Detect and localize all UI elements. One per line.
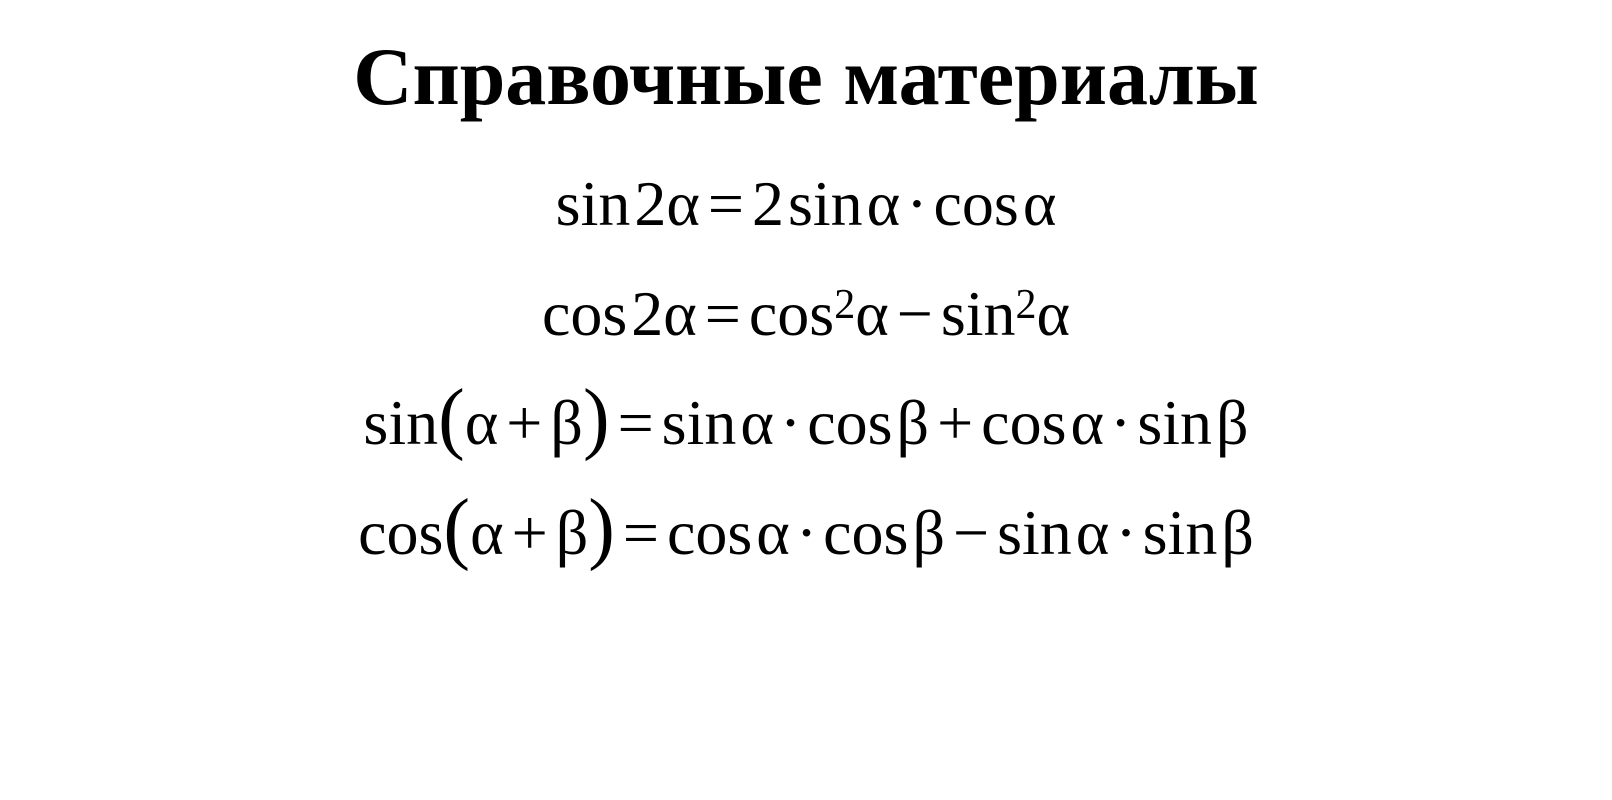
fn-sin: sin <box>941 269 1016 359</box>
mult-dot: · <box>1115 488 1136 578</box>
formula-sin-sum: sin(α+β) = sinα · cosβ + cosα · sinβ <box>363 378 1248 468</box>
arg-alpha: α <box>1076 488 1110 578</box>
fn-sin: sin <box>997 488 1072 578</box>
formula-cos-double-angle: cos2α = cos2α − sin2α <box>542 269 1070 359</box>
fn-cos: cos <box>542 269 627 359</box>
formula-sin-double-angle: sin2α = 2sinα · cosα <box>556 159 1057 249</box>
mult-dot: · <box>780 378 801 468</box>
page-title: Справочные материалы <box>353 30 1259 124</box>
arg-beta: β <box>550 378 583 468</box>
arg-alpha: α <box>465 378 499 468</box>
fn-cos: cos <box>807 378 892 468</box>
fn-sin: sin <box>1137 378 1212 468</box>
minus-sign: − <box>953 488 989 578</box>
superscript-2: 2 <box>1016 276 1037 335</box>
arg-beta: β <box>912 488 945 578</box>
minus-sign: − <box>897 269 933 359</box>
arg-alpha: α <box>756 488 790 578</box>
eq-sign: = <box>708 159 744 249</box>
arg-alpha: α <box>470 488 504 578</box>
fn-sin: sin <box>662 378 737 468</box>
arg-alpha: α <box>1037 269 1071 359</box>
eq-sign: = <box>705 269 741 359</box>
formula-cos-sum: cos(α+β) = cosα · cosβ − sinα · sinβ <box>358 488 1254 578</box>
fn-cos: cos <box>749 269 834 359</box>
fn-cos: cos <box>823 488 908 578</box>
arg-beta: β <box>1221 488 1254 578</box>
fn-cos: cos <box>981 378 1066 468</box>
fn-sin: sin <box>788 159 863 249</box>
fn-cos: cos <box>934 159 1019 249</box>
mult-dot: · <box>796 488 817 578</box>
fn-sin: sin <box>556 159 631 249</box>
fn-cos: cos <box>358 488 443 578</box>
arg-alpha: α <box>740 378 774 468</box>
fn-sin: sin <box>363 378 438 468</box>
coef-2: 2 <box>752 159 784 249</box>
arg-beta: β <box>897 378 930 468</box>
plus-sign: + <box>937 378 973 468</box>
mult-dot: · <box>1110 378 1131 468</box>
formula-list: sin2α = 2sinα · cosα cos2α = cos2α − sin… <box>358 159 1254 577</box>
arg-beta: β <box>556 488 589 578</box>
arg-beta: β <box>1216 378 1249 468</box>
arg-alpha: α <box>1023 159 1057 249</box>
mult-dot: · <box>906 159 927 249</box>
fn-sin: sin <box>1143 488 1218 578</box>
plus-sign: + <box>506 378 542 468</box>
plus-sign: + <box>512 488 548 578</box>
arg-alpha: α <box>1070 378 1104 468</box>
arg-alpha: α <box>867 159 901 249</box>
arg-2alpha: 2α <box>634 159 700 249</box>
fn-cos: cos <box>667 488 752 578</box>
eq-sign: = <box>618 378 654 468</box>
eq-sign: = <box>623 488 659 578</box>
arg-alpha: α <box>855 269 889 359</box>
arg-2alpha: 2α <box>631 269 697 359</box>
superscript-2: 2 <box>834 276 855 335</box>
